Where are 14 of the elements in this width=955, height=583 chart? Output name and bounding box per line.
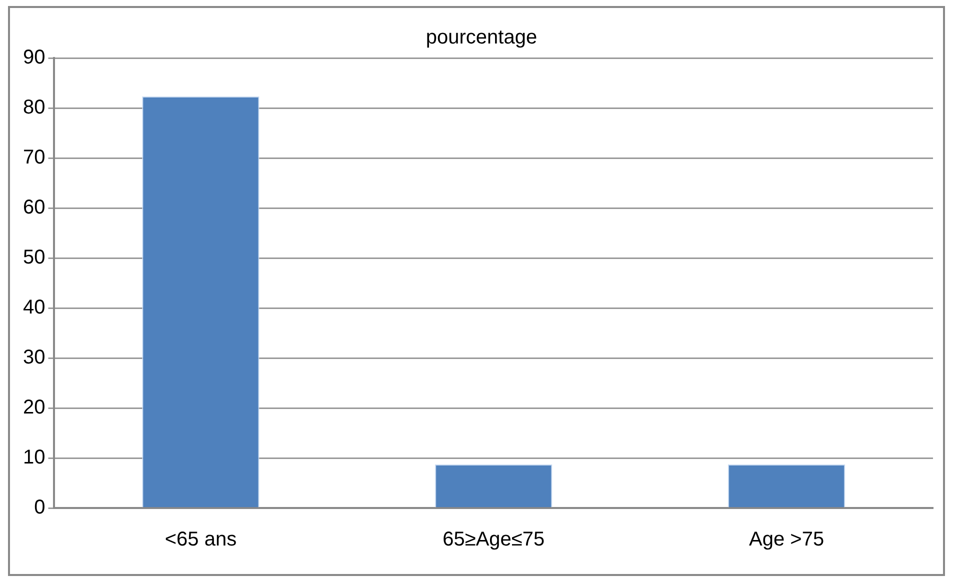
y-tick-label: 10 xyxy=(22,446,46,469)
y-tick-label: 50 xyxy=(22,246,46,269)
x-tick-label: <65 ans xyxy=(164,528,237,551)
y-tick-label: 90 xyxy=(22,46,46,69)
y-tick-label: 30 xyxy=(22,346,46,369)
y-tick-label: 60 xyxy=(22,196,46,219)
y-tick-label: 40 xyxy=(22,296,46,319)
y-tick-label: 20 xyxy=(22,396,46,419)
x-tick-label: 65≥Age≤75 xyxy=(442,528,545,551)
text: pourcentage xyxy=(426,26,538,49)
y-tick-label: 80 xyxy=(22,96,46,119)
x-tick-label: Age >75 xyxy=(749,528,824,551)
y-tick-label: 0 xyxy=(34,496,46,519)
y-tick-label: 70 xyxy=(22,146,46,169)
